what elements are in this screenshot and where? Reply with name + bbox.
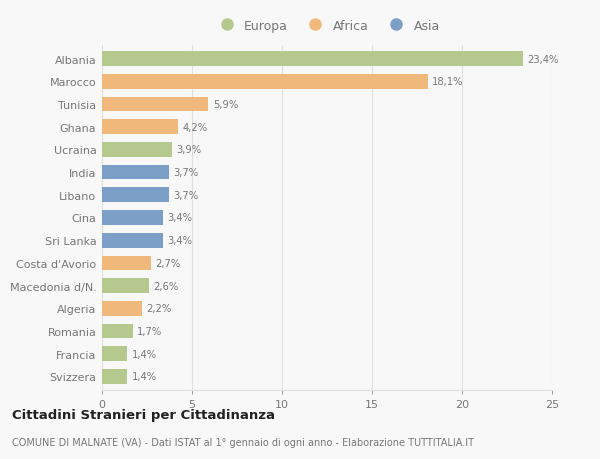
Bar (102, 211, 163, 225)
Text: 2,6%: 2,6% (154, 281, 179, 291)
Bar (102, 369, 127, 384)
Bar (102, 324, 133, 339)
Bar (102, 97, 208, 112)
Bar (102, 143, 172, 157)
Bar (102, 52, 523, 67)
Text: 3,7%: 3,7% (173, 190, 198, 201)
Bar (102, 279, 149, 293)
Text: 3,4%: 3,4% (168, 213, 193, 223)
Bar (102, 188, 169, 203)
Bar (102, 165, 169, 180)
Bar (102, 75, 428, 90)
Text: 2,7%: 2,7% (155, 258, 181, 269)
Text: 3,4%: 3,4% (168, 235, 193, 246)
Bar (102, 256, 151, 271)
Text: 1,7%: 1,7% (137, 326, 163, 336)
Text: 1,4%: 1,4% (132, 349, 157, 359)
Text: 5,9%: 5,9% (213, 100, 238, 110)
Text: 1,4%: 1,4% (132, 372, 157, 381)
Text: 4,2%: 4,2% (182, 123, 207, 133)
Text: COMUNE DI MALNATE (VA) - Dati ISTAT al 1° gennaio di ogni anno - Elaborazione TU: COMUNE DI MALNATE (VA) - Dati ISTAT al 1… (12, 437, 474, 447)
Text: 3,7%: 3,7% (173, 168, 198, 178)
Text: 18,1%: 18,1% (432, 77, 464, 87)
Legend: Europa, Africa, Asia: Europa, Africa, Asia (214, 20, 440, 33)
Text: 3,9%: 3,9% (177, 145, 202, 155)
Text: 2,2%: 2,2% (146, 303, 172, 313)
Bar (102, 347, 127, 361)
Bar (102, 233, 163, 248)
Bar (102, 301, 142, 316)
Bar (102, 120, 178, 135)
Text: Cittadini Stranieri per Cittadinanza: Cittadini Stranieri per Cittadinanza (12, 408, 275, 421)
Text: 23,4%: 23,4% (528, 55, 559, 64)
